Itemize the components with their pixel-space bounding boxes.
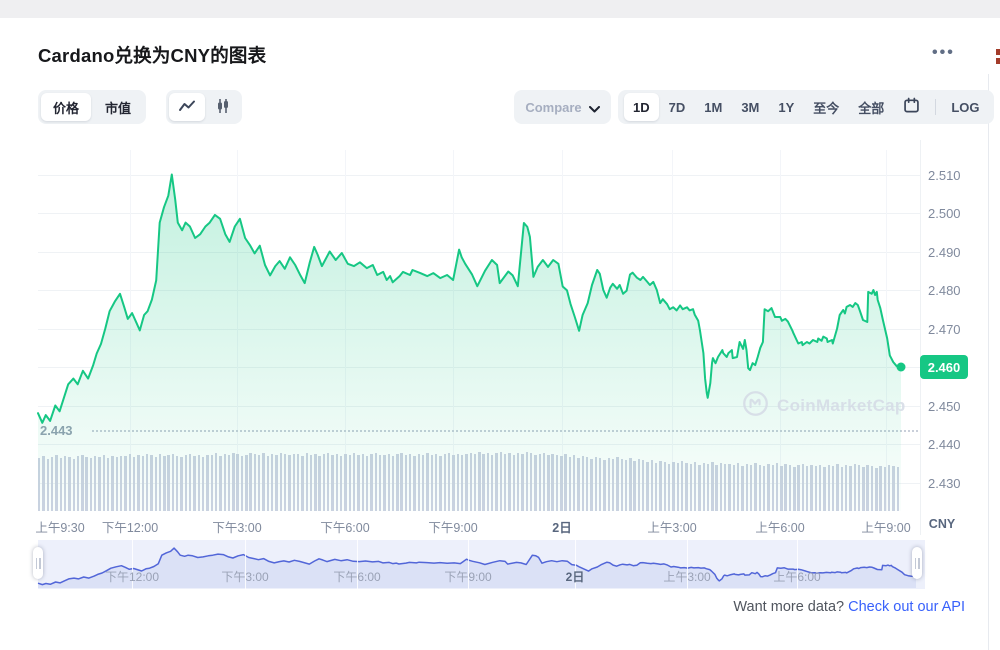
navigator-label: 下午6:00	[333, 570, 381, 584]
api-link[interactable]: Check out our API	[848, 599, 965, 615]
cut-off-content-fragment	[996, 49, 1000, 55]
calendar-icon	[903, 97, 920, 117]
page-title: Cardano兑换为CNY的图表	[38, 45, 267, 66]
watermark-label: CoinMarketCap	[777, 396, 906, 415]
card-divider	[988, 74, 989, 650]
range-button-1D[interactable]: 1D	[624, 93, 659, 121]
compare-label: Compare	[525, 99, 582, 115]
range-selector-group: 1D 7D 1M 3M 1Y 至今 全部 LOG	[618, 90, 995, 124]
api-promo-text: Want more data?	[733, 599, 845, 615]
line-chart-button[interactable]	[169, 93, 205, 121]
navigator-gridline	[245, 540, 246, 589]
y-axis-label: 2.490	[928, 244, 961, 260]
x-axis-label: 上午9:00	[861, 521, 911, 535]
y-axis-label: 2.510	[928, 167, 961, 183]
navigator-label: 上午6:00	[773, 570, 821, 584]
chevron-down-icon	[588, 101, 600, 116]
y-axis-label: 2.450	[928, 398, 961, 414]
log-scale-button[interactable]: LOG	[951, 99, 980, 115]
x-axis-label: 上午9:30	[35, 521, 85, 535]
x-axis-label: 下午3:00	[212, 521, 262, 535]
x-axis-label: 下午9:00	[428, 521, 478, 535]
x-axis-label: 上午6:00	[755, 521, 805, 535]
cut-off-content-fragment	[996, 58, 1000, 64]
y-axis-label: 2.500	[928, 206, 961, 221]
navigator-gridline	[575, 540, 576, 589]
range-button-7D[interactable]: 7D	[668, 99, 686, 115]
range-button-1Y[interactable]: 1Y	[778, 99, 795, 115]
compare-button[interactable]: Compare	[514, 90, 611, 124]
navigator-label: 2日	[565, 570, 585, 584]
metric-toggle-group: 价格 市值	[38, 90, 147, 124]
candlestick-icon	[216, 98, 230, 117]
coinmarketcap-logo-icon	[742, 390, 769, 422]
axis-separator	[920, 140, 921, 535]
navigator-gridline	[687, 540, 688, 589]
currency-label: CNY	[928, 517, 956, 531]
navigator-label: 下午9:00	[444, 570, 492, 584]
navigator-label: 下午3:00	[221, 570, 269, 584]
api-promo: Want more data? Check out our API	[733, 599, 965, 615]
navigator-gridline	[468, 540, 469, 589]
tab-price[interactable]: 价格	[41, 93, 92, 121]
x-axis-label: 下午12:00	[101, 521, 159, 535]
x-axis-label: 下午6:00	[320, 521, 370, 535]
calendar-button[interactable]	[894, 93, 929, 121]
navigator-gridline	[797, 540, 798, 589]
y-axis-label: 2.470	[928, 321, 961, 337]
divider	[935, 99, 937, 115]
navigator-right-handle[interactable]	[912, 547, 922, 579]
navigator-left-handle[interactable]	[33, 547, 43, 579]
line-chart-icon	[178, 99, 196, 116]
navigator-gridline	[357, 540, 358, 589]
y-axis-label: 2.480	[928, 283, 961, 298]
watermark: CoinMarketCap	[742, 390, 906, 422]
chart-type-toggle-group	[166, 90, 242, 124]
range-button-3M[interactable]: 3M	[741, 99, 760, 115]
range-button-1M[interactable]: 1M	[704, 99, 723, 115]
tab-marketcap[interactable]: 市值	[105, 100, 132, 116]
navigator-label: 下午12:00	[104, 570, 160, 584]
range-button-至今[interactable]: 至今	[813, 100, 840, 116]
candlestick-button[interactable]	[207, 93, 239, 121]
y-axis-label: 2.430	[928, 475, 961, 491]
more-options-button[interactable]: •••	[932, 44, 955, 61]
range-button-全部[interactable]: 全部	[858, 100, 885, 116]
x-axis-label: 2日	[552, 521, 572, 535]
navigator-label: 上午3:00	[663, 570, 711, 584]
navigator-gridline	[132, 540, 133, 589]
y-axis-label: 2.440	[928, 437, 961, 452]
x-axis-label: 上午3:00	[647, 521, 697, 535]
current-price-badge: 2.460	[920, 355, 968, 379]
chart-plot-area[interactable]	[38, 150, 901, 511]
page-top-strip	[0, 0, 1000, 18]
